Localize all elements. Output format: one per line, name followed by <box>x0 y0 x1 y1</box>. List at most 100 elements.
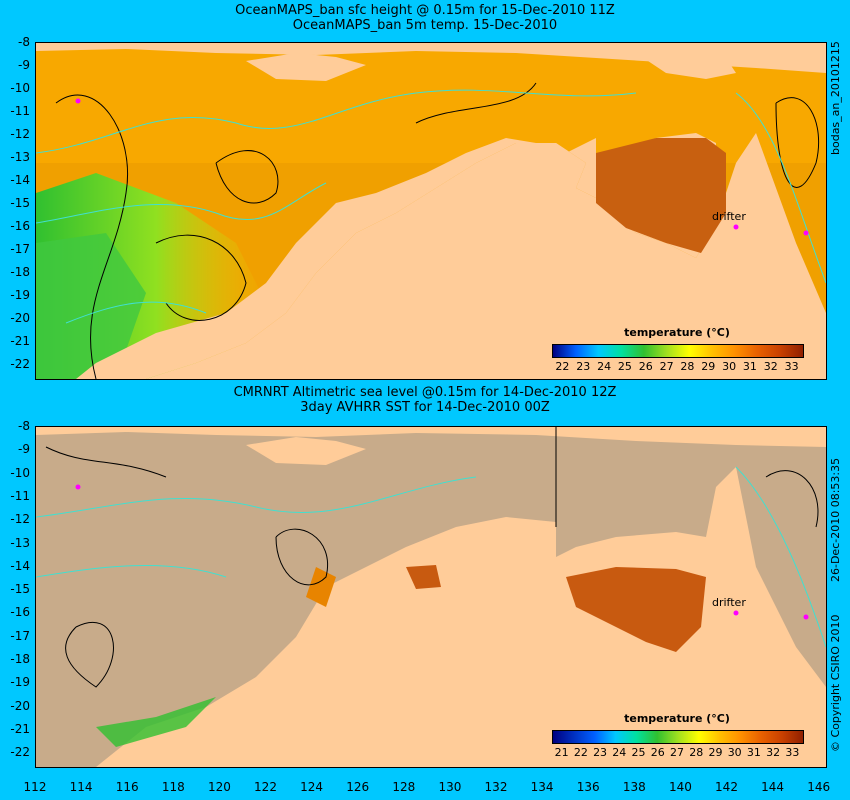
colorbar-tick: 25 <box>631 746 646 759</box>
top-y-tick: -22 <box>10 357 30 371</box>
top-y-tick: -17 <box>10 242 30 256</box>
colorbar-tick: 31 <box>746 746 761 759</box>
colorbar-tick: 32 <box>766 746 781 759</box>
bottom-y-tick: -19 <box>10 675 30 690</box>
top-title-line1: OceanMAPS_ban sfc height @ 0.15m for 15-… <box>235 3 615 18</box>
northern-islands <box>36 43 826 73</box>
bottom-y-tick: -10 <box>10 465 30 480</box>
top-map-panel <box>35 42 827 380</box>
x-tick: 144 <box>761 780 785 794</box>
drifter-marker-west <box>75 484 81 490</box>
colorbar-tick: 26 <box>650 746 665 759</box>
sea-level-contours <box>45 427 819 688</box>
gulf-sst-region <box>566 567 706 652</box>
bathymetry-contours <box>36 89 826 324</box>
bottom-y-tick: -21 <box>10 721 30 736</box>
bottom-y-tick: -18 <box>10 652 30 666</box>
x-tick: 130 <box>438 780 462 794</box>
bottom-y-tick: -16 <box>10 605 30 620</box>
bottom-y-tick: -22 <box>10 745 30 760</box>
bottom-map-panel <box>35 426 827 768</box>
colorbar-tick: 24 <box>612 746 627 759</box>
colorbar-tick: 29 <box>708 746 723 759</box>
top-y-tick: -8 <box>18 35 30 49</box>
x-tick: 126 <box>346 780 370 794</box>
colorbar-tick: 33 <box>785 746 800 759</box>
drifter-marker-west <box>75 98 81 104</box>
x-tick: 128 <box>392 780 416 794</box>
colorbar-tick: 25 <box>617 360 632 373</box>
colorbar-tick: 27 <box>659 360 674 373</box>
top-y-tick: -18 <box>10 265 30 279</box>
australia-land <box>96 467 826 767</box>
x-tick: 138 <box>622 780 646 794</box>
x-tick: 114 <box>69 780 93 794</box>
colorbar-tick: 28 <box>689 746 704 759</box>
x-tick: 142 <box>715 780 738 794</box>
colorbar-tick: 24 <box>597 360 612 373</box>
colorbar-tick: 30 <box>722 360 737 373</box>
top-y-tick: -21 <box>10 334 30 348</box>
top-y-tick: -10 <box>10 81 30 95</box>
bottom-y-tick: -8 <box>18 419 30 433</box>
x-tick: 124 <box>300 780 324 794</box>
top-y-tick: -9 <box>18 58 30 72</box>
top-y-tick: -12 <box>10 127 30 141</box>
colorbar-tick: 33 <box>784 360 799 373</box>
australia-land <box>76 133 716 379</box>
top-y-tick: -20 <box>10 311 30 325</box>
x-tick: 112 <box>23 780 47 794</box>
x-tick: 116 <box>115 780 139 794</box>
top-y-tick: -19 <box>10 288 30 302</box>
colorbar-tick: 21 <box>554 746 569 759</box>
colorbar-tick: 22 <box>573 746 588 759</box>
x-tick: 140 <box>668 780 692 794</box>
colorbar-tick: 32 <box>763 360 778 373</box>
drifter-marker-east <box>733 224 739 230</box>
bottom-y-tick: -13 <box>10 535 30 550</box>
colorbar-tick: 31 <box>742 360 757 373</box>
colorbar-tick: 28 <box>680 360 695 373</box>
colorbar-tick: 27 <box>670 746 684 759</box>
top-y-tick: -11 <box>10 104 30 118</box>
bottom-title-line1: CMRNRT Altimetric sea level @0.15m for 1… <box>233 385 617 400</box>
top-y-tick: -15 <box>10 196 30 210</box>
bottom-map-svg <box>36 427 826 767</box>
colorbar-tick: 26 <box>638 360 653 373</box>
bottom-y-tick: -11 <box>10 488 30 503</box>
bathymetry-contours <box>36 466 826 648</box>
gulf-warm-pool <box>596 138 726 253</box>
bottom-colorbar: temperature (°C) 21 22 23 24 25 26 27 28 29 30 31 3… <box>552 712 804 762</box>
x-tick: 136 <box>576 780 600 794</box>
sea-level-contours <box>55 82 820 379</box>
top-map-svg <box>36 43 826 379</box>
top-side-label: bodas_an_20101215 <box>829 41 842 155</box>
top-y-tick: -13 <box>10 150 30 164</box>
x-tick: 146 <box>807 780 831 794</box>
x-tick: 132 <box>484 780 508 794</box>
bottom-title-line2: 3day AVHRR SST for 14-Dec-2010 00Z <box>300 400 550 415</box>
x-tick: 120 <box>207 780 231 794</box>
bottom-y-tick: -20 <box>10 698 30 713</box>
bottom-colorbar-gradient <box>552 730 804 744</box>
colorbar-tick: 29 <box>701 360 716 373</box>
top-title-line2: OceanMAPS_ban 5m temp. 15-Dec-2010 <box>292 18 558 33</box>
bottom-y-tick: -14 <box>10 558 30 573</box>
top-y-tick: -14 <box>10 173 30 187</box>
x-tick: 134 <box>530 780 554 794</box>
colorbar-tick: 22 <box>555 360 570 373</box>
top-colorbar-title: temperature (°C) <box>624 326 730 339</box>
colorbar-tick: 23 <box>593 746 608 759</box>
bottom-y-tick: -17 <box>10 628 30 643</box>
northern-islands <box>36 427 826 447</box>
x-tick: 118 <box>161 780 185 794</box>
colorbar-tick: 23 <box>576 360 591 373</box>
bottom-drifter-label: drifter <box>712 596 746 609</box>
colorbar-tick: 30 <box>727 746 742 759</box>
top-colorbar: temperature (°C) 22 23 24 25 26 27 28 29 30 31 32 3… <box>552 326 804 376</box>
top-drifter-label: drifter <box>712 210 746 223</box>
bottom-colorbar-title: temperature (°C) <box>624 712 730 725</box>
copyright-label: © Copyright CSIRO 2010 <box>829 614 842 752</box>
bottom-y-tick: -15 <box>10 582 30 597</box>
drifter-marker-east <box>733 610 739 616</box>
